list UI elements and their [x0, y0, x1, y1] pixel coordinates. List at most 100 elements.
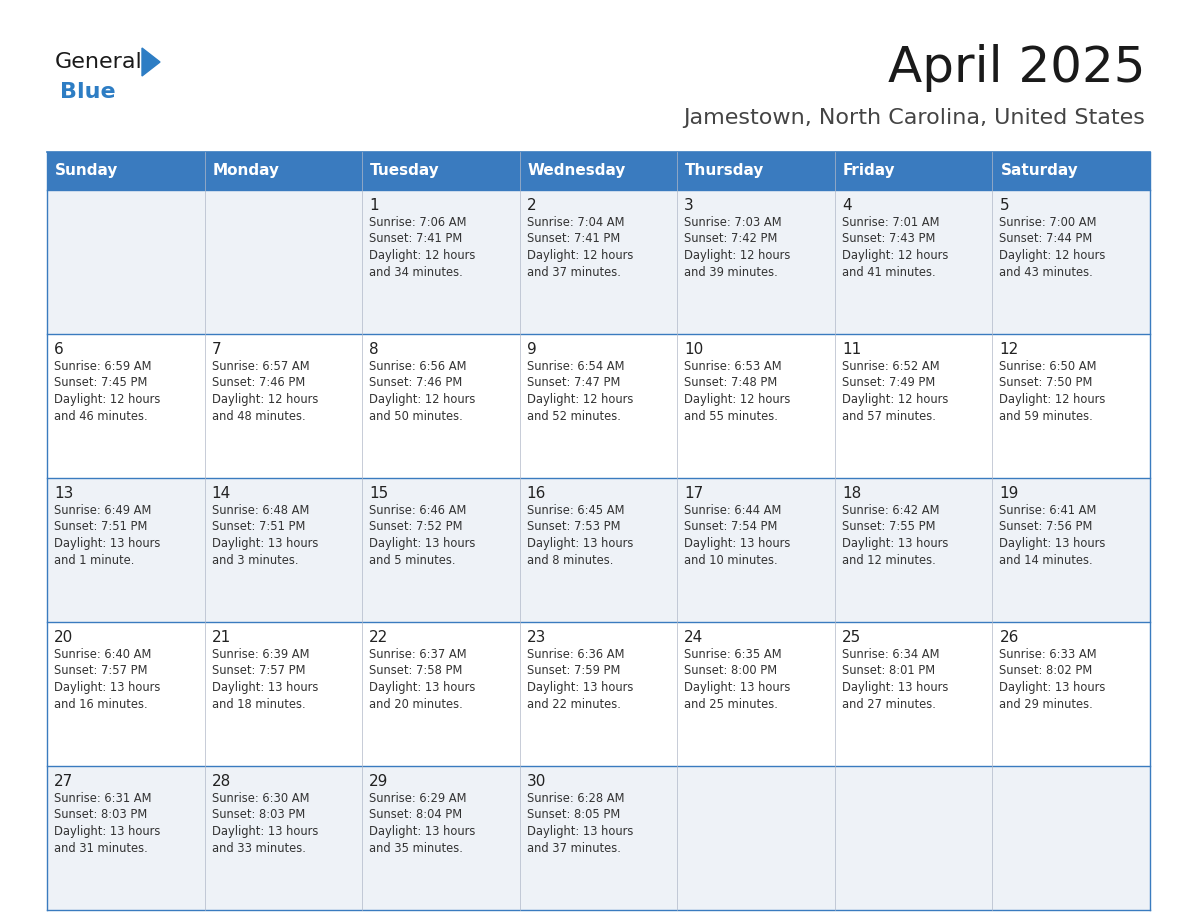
- Text: Sunset: 7:46 PM: Sunset: 7:46 PM: [369, 376, 462, 389]
- Polygon shape: [143, 48, 160, 76]
- Bar: [835, 334, 992, 478]
- Text: and 5 minutes.: and 5 minutes.: [369, 554, 456, 566]
- Bar: [48, 334, 204, 478]
- Bar: [677, 152, 835, 190]
- Bar: [677, 478, 835, 622]
- Text: 24: 24: [684, 630, 703, 645]
- Text: Sunrise: 6:48 AM: Sunrise: 6:48 AM: [211, 504, 309, 517]
- Text: Sunset: 7:47 PM: Sunset: 7:47 PM: [526, 376, 620, 389]
- Text: Sunday: Sunday: [55, 163, 119, 178]
- Text: Sunset: 7:49 PM: Sunset: 7:49 PM: [842, 376, 935, 389]
- Text: Sunrise: 7:04 AM: Sunrise: 7:04 AM: [526, 216, 624, 229]
- Text: 26: 26: [999, 630, 1019, 645]
- Text: Sunrise: 6:53 AM: Sunrise: 6:53 AM: [684, 360, 782, 373]
- Text: 18: 18: [842, 486, 861, 501]
- Text: and 16 minutes.: and 16 minutes.: [53, 698, 147, 711]
- Text: and 18 minutes.: and 18 minutes.: [211, 698, 305, 711]
- Text: 20: 20: [53, 630, 74, 645]
- Text: Daylight: 13 hours: Daylight: 13 hours: [369, 681, 475, 694]
- Text: 30: 30: [526, 774, 546, 789]
- Text: Daylight: 12 hours: Daylight: 12 hours: [369, 249, 475, 262]
- Text: Sunset: 7:42 PM: Sunset: 7:42 PM: [684, 232, 778, 245]
- Text: 16: 16: [526, 486, 546, 501]
- Bar: [204, 766, 362, 910]
- Text: 4: 4: [842, 198, 852, 213]
- Text: Blue: Blue: [61, 82, 115, 102]
- Text: Sunset: 8:02 PM: Sunset: 8:02 PM: [999, 665, 1093, 677]
- Bar: [835, 152, 992, 190]
- Text: Sunset: 7:59 PM: Sunset: 7:59 PM: [526, 665, 620, 677]
- Text: and 43 minutes.: and 43 minutes.: [999, 265, 1093, 278]
- Bar: [992, 190, 1150, 334]
- Bar: [992, 334, 1150, 478]
- Text: 9: 9: [526, 342, 537, 357]
- Text: and 10 minutes.: and 10 minutes.: [684, 554, 778, 566]
- Text: 2: 2: [526, 198, 536, 213]
- Bar: [204, 190, 362, 334]
- Text: Sunrise: 6:59 AM: Sunrise: 6:59 AM: [53, 360, 152, 373]
- Text: Daylight: 12 hours: Daylight: 12 hours: [211, 393, 318, 406]
- Text: General: General: [55, 52, 143, 72]
- Text: Daylight: 13 hours: Daylight: 13 hours: [684, 537, 791, 550]
- Bar: [362, 190, 519, 334]
- Text: Daylight: 13 hours: Daylight: 13 hours: [53, 537, 160, 550]
- Text: Sunset: 7:48 PM: Sunset: 7:48 PM: [684, 376, 777, 389]
- Text: Friday: Friday: [842, 163, 896, 178]
- Text: Sunrise: 6:57 AM: Sunrise: 6:57 AM: [211, 360, 309, 373]
- Text: Daylight: 13 hours: Daylight: 13 hours: [999, 537, 1106, 550]
- Text: and 12 minutes.: and 12 minutes.: [842, 554, 936, 566]
- Text: Sunrise: 6:54 AM: Sunrise: 6:54 AM: [526, 360, 624, 373]
- Text: Sunset: 7:55 PM: Sunset: 7:55 PM: [842, 521, 935, 533]
- Text: Sunrise: 6:40 AM: Sunrise: 6:40 AM: [53, 648, 151, 661]
- Text: Sunset: 7:54 PM: Sunset: 7:54 PM: [684, 521, 778, 533]
- Text: Sunset: 7:52 PM: Sunset: 7:52 PM: [369, 521, 462, 533]
- Text: Sunrise: 6:30 AM: Sunrise: 6:30 AM: [211, 792, 309, 805]
- Text: 10: 10: [684, 342, 703, 357]
- Text: Sunset: 8:03 PM: Sunset: 8:03 PM: [211, 809, 305, 822]
- Bar: [204, 622, 362, 766]
- Text: Sunrise: 6:56 AM: Sunrise: 6:56 AM: [369, 360, 467, 373]
- Text: Daylight: 12 hours: Daylight: 12 hours: [369, 393, 475, 406]
- Text: 3: 3: [684, 198, 694, 213]
- Text: Sunset: 8:05 PM: Sunset: 8:05 PM: [526, 809, 620, 822]
- Bar: [48, 766, 204, 910]
- Text: Sunrise: 6:31 AM: Sunrise: 6:31 AM: [53, 792, 152, 805]
- Text: Tuesday: Tuesday: [371, 163, 440, 178]
- Bar: [519, 622, 677, 766]
- Text: Sunrise: 7:01 AM: Sunrise: 7:01 AM: [842, 216, 940, 229]
- Text: Daylight: 13 hours: Daylight: 13 hours: [526, 681, 633, 694]
- Text: Daylight: 13 hours: Daylight: 13 hours: [684, 681, 791, 694]
- Text: and 3 minutes.: and 3 minutes.: [211, 554, 298, 566]
- Text: Daylight: 12 hours: Daylight: 12 hours: [999, 249, 1106, 262]
- Text: Sunrise: 6:44 AM: Sunrise: 6:44 AM: [684, 504, 782, 517]
- Bar: [204, 334, 362, 478]
- Text: Sunset: 7:45 PM: Sunset: 7:45 PM: [53, 376, 147, 389]
- Text: Sunrise: 7:03 AM: Sunrise: 7:03 AM: [684, 216, 782, 229]
- Text: and 50 minutes.: and 50 minutes.: [369, 409, 463, 422]
- Text: Sunrise: 6:35 AM: Sunrise: 6:35 AM: [684, 648, 782, 661]
- Text: Sunrise: 6:37 AM: Sunrise: 6:37 AM: [369, 648, 467, 661]
- Bar: [677, 190, 835, 334]
- Text: Sunset: 8:04 PM: Sunset: 8:04 PM: [369, 809, 462, 822]
- Bar: [48, 622, 204, 766]
- Text: Sunset: 7:57 PM: Sunset: 7:57 PM: [211, 665, 305, 677]
- Bar: [992, 622, 1150, 766]
- Text: Daylight: 12 hours: Daylight: 12 hours: [999, 393, 1106, 406]
- Bar: [519, 152, 677, 190]
- Bar: [677, 766, 835, 910]
- Text: Thursday: Thursday: [685, 163, 765, 178]
- Bar: [519, 766, 677, 910]
- Text: Sunset: 7:41 PM: Sunset: 7:41 PM: [369, 232, 462, 245]
- Bar: [362, 334, 519, 478]
- Text: Daylight: 13 hours: Daylight: 13 hours: [842, 681, 948, 694]
- Text: 29: 29: [369, 774, 388, 789]
- Text: and 20 minutes.: and 20 minutes.: [369, 698, 463, 711]
- Bar: [992, 152, 1150, 190]
- Text: Sunrise: 6:49 AM: Sunrise: 6:49 AM: [53, 504, 151, 517]
- Text: Daylight: 13 hours: Daylight: 13 hours: [211, 537, 318, 550]
- Text: and 27 minutes.: and 27 minutes.: [842, 698, 936, 711]
- Text: 15: 15: [369, 486, 388, 501]
- Text: Sunset: 8:01 PM: Sunset: 8:01 PM: [842, 665, 935, 677]
- Text: Sunrise: 6:41 AM: Sunrise: 6:41 AM: [999, 504, 1097, 517]
- Text: and 8 minutes.: and 8 minutes.: [526, 554, 613, 566]
